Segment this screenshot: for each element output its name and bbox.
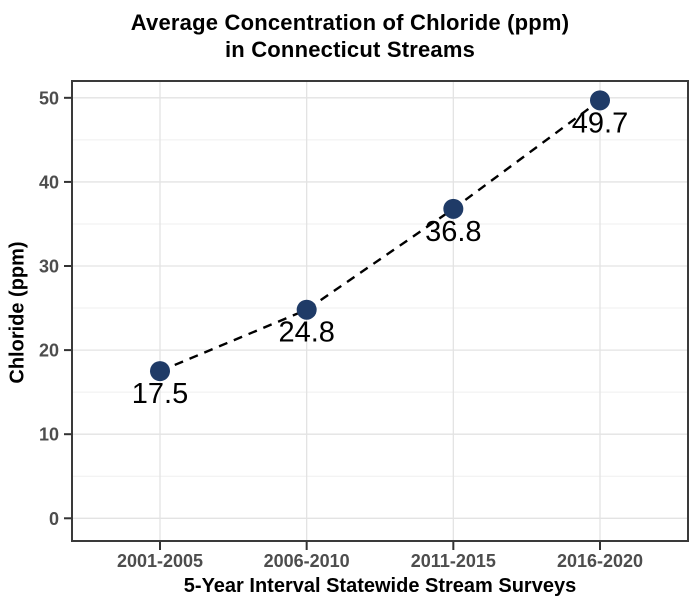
data-point-label: 24.8	[278, 317, 334, 349]
y-axis-tick-label: 0	[49, 509, 59, 529]
data-point	[150, 361, 170, 382]
y-axis-tick-label: 10	[39, 425, 59, 445]
data-point	[443, 198, 464, 219]
y-axis-tick-label: 50	[39, 88, 59, 108]
data-point-label: 36.8	[425, 216, 481, 248]
chart-title: Average Concentration of Chloride (ppm) …	[0, 9, 700, 63]
x-axis-tick-label: 2016-2020	[557, 551, 643, 571]
x-axis-tick-label: 2006-2010	[264, 551, 350, 571]
data-point-label: 17.5	[132, 378, 188, 410]
data-point	[296, 299, 317, 320]
chart-title-line2: in Connecticut Streams	[224, 37, 476, 62]
trend-line	[159, 99, 601, 373]
y-axis-tick-label: 30	[39, 257, 59, 277]
data-point	[590, 90, 610, 111]
y-axis-title: Chloride (ppm)	[6, 241, 29, 384]
panel-background	[72, 81, 688, 541]
y-axis-tick-label: 40	[39, 172, 59, 192]
x-axis-tick-label: 2011-2015	[411, 551, 496, 571]
data-point-label: 49.7	[572, 107, 628, 139]
chart-title-line1: Average Concentration of Chloride (ppm)	[130, 10, 570, 35]
x-axis-title: 5-Year Interval Statewide Stream Surveys	[183, 575, 577, 597]
x-axis-tick-label: 2001-2005	[117, 551, 203, 571]
y-axis-tick-label: 20	[39, 341, 59, 361]
panel-border	[71, 80, 689, 542]
